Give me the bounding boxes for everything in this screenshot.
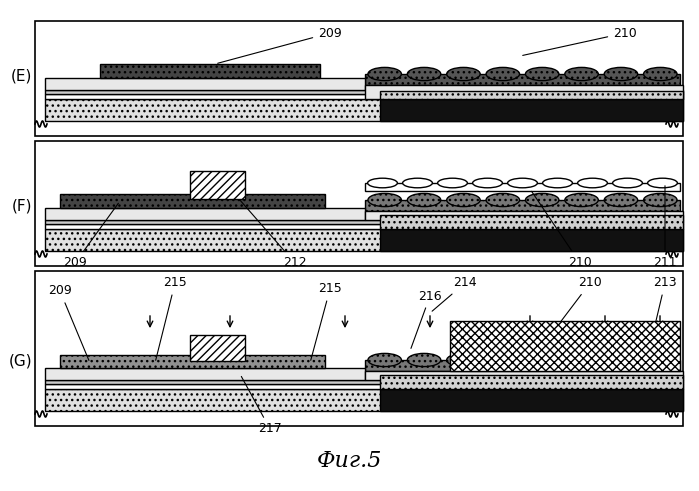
Bar [45, 389, 683, 411]
Ellipse shape [473, 178, 503, 188]
Bar [450, 321, 680, 371]
Text: (G): (G) [8, 354, 32, 369]
Ellipse shape [507, 178, 538, 188]
Ellipse shape [565, 67, 598, 81]
Ellipse shape [644, 67, 677, 81]
Ellipse shape [368, 178, 397, 188]
Text: 217: 217 [241, 377, 282, 436]
Bar [45, 90, 683, 94]
Text: 215: 215 [311, 282, 342, 360]
Bar [380, 99, 683, 121]
Bar [380, 375, 683, 389]
Ellipse shape [368, 193, 401, 207]
Bar [365, 200, 680, 211]
Ellipse shape [644, 193, 677, 207]
Bar [100, 64, 320, 78]
Ellipse shape [447, 193, 480, 207]
Bar [35, 141, 683, 266]
Bar [45, 78, 365, 90]
Ellipse shape [648, 178, 677, 188]
Text: Фиг.5: Фиг.5 [317, 450, 382, 472]
Ellipse shape [438, 178, 468, 188]
Bar [380, 91, 683, 99]
Ellipse shape [486, 193, 519, 207]
Bar [365, 211, 683, 220]
Text: 210: 210 [531, 191, 592, 270]
Text: 212: 212 [219, 177, 307, 270]
Bar [380, 389, 683, 411]
Ellipse shape [486, 354, 519, 367]
Bar [380, 229, 683, 251]
Bar [190, 171, 245, 199]
Bar [380, 215, 683, 229]
Bar [45, 94, 683, 99]
Ellipse shape [526, 193, 559, 207]
Ellipse shape [403, 178, 433, 188]
Bar [45, 380, 683, 384]
Bar [45, 99, 683, 121]
Text: 209: 209 [63, 203, 118, 270]
Bar [365, 371, 683, 380]
Ellipse shape [577, 178, 607, 188]
Bar [45, 220, 683, 224]
Ellipse shape [604, 354, 637, 367]
Ellipse shape [542, 178, 572, 188]
Ellipse shape [565, 354, 598, 367]
Bar [45, 224, 683, 229]
Text: 210: 210 [523, 27, 637, 55]
Bar [45, 368, 365, 380]
Ellipse shape [526, 354, 559, 367]
Ellipse shape [368, 67, 401, 81]
Text: 214: 214 [432, 276, 477, 311]
Text: 210: 210 [542, 276, 602, 347]
Ellipse shape [368, 354, 401, 367]
Ellipse shape [526, 67, 559, 81]
Ellipse shape [408, 354, 441, 367]
Bar [45, 229, 683, 251]
Text: (F): (F) [11, 198, 32, 214]
Text: 216: 216 [411, 290, 442, 349]
Ellipse shape [408, 193, 441, 207]
Text: 209: 209 [217, 27, 342, 63]
Bar [365, 85, 683, 99]
Bar [45, 208, 365, 220]
Ellipse shape [486, 67, 519, 81]
Ellipse shape [408, 67, 441, 81]
Bar [365, 74, 680, 85]
Ellipse shape [644, 354, 677, 367]
Bar [35, 271, 683, 426]
Ellipse shape [565, 193, 598, 207]
Bar [60, 355, 325, 368]
Text: (E): (E) [10, 69, 32, 83]
Bar [45, 384, 683, 389]
Bar [365, 360, 680, 371]
Ellipse shape [447, 67, 480, 81]
Text: 211: 211 [653, 186, 677, 270]
Text: 209: 209 [48, 284, 89, 360]
Bar [60, 194, 325, 208]
Bar [35, 21, 683, 136]
Bar [365, 183, 680, 191]
Bar [190, 335, 245, 361]
Ellipse shape [612, 178, 642, 188]
Text: 213: 213 [651, 276, 677, 343]
Ellipse shape [447, 354, 480, 367]
Ellipse shape [604, 193, 637, 207]
Text: 215: 215 [156, 276, 187, 360]
Ellipse shape [604, 67, 637, 81]
